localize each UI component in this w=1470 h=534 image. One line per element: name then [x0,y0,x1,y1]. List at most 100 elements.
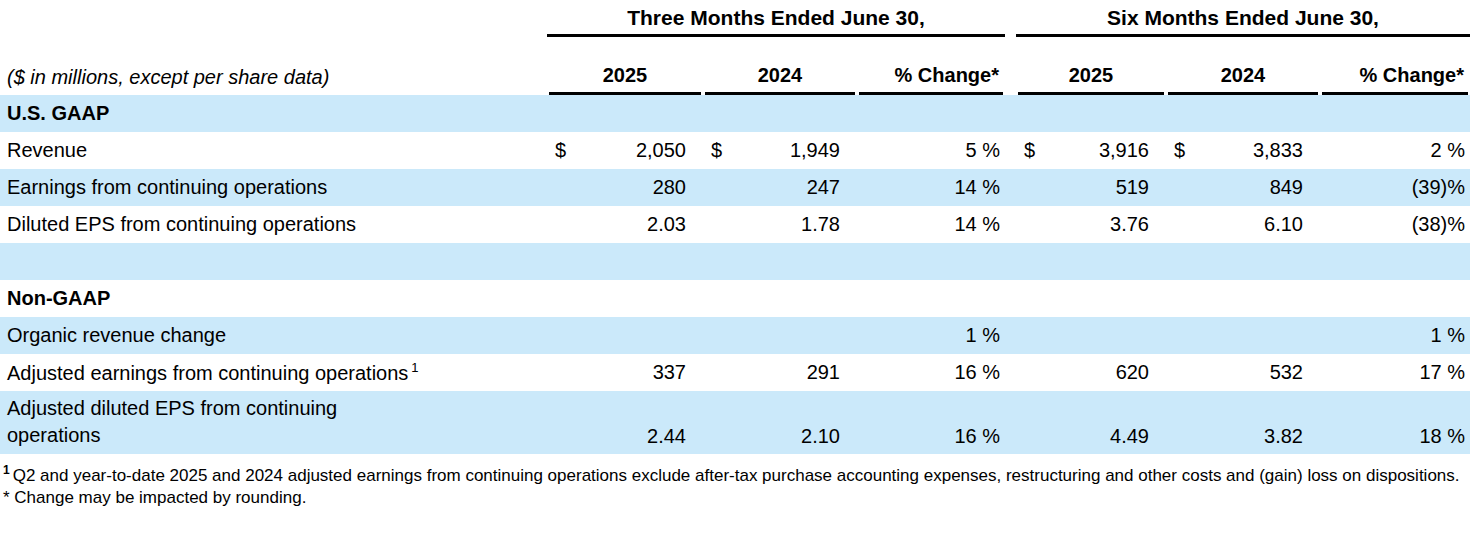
cell-3mo-change: 16 % [857,361,1005,384]
cell-6mo-2024: 849 [1166,176,1320,199]
value: 14 % [954,213,1000,236]
value: 1,949 [790,139,840,162]
value: 4.49 [1110,425,1149,448]
value: 1 % [1431,324,1465,347]
period-group-header-row: Three Months Ended June 30, Six Months E… [0,0,1470,37]
col-header-3mo-change: % Change* [859,57,1003,95]
row-label: Adjusted earnings from continuing operat… [0,360,547,385]
row-label: Adjusted diluted EPS from continuing ope… [0,395,547,448]
value: 18 % [1419,425,1465,448]
cell-6mo-2024: 532 [1166,361,1320,384]
cell-3mo-change: 1 % [857,324,1005,347]
value: 5 % [966,139,1000,162]
cell-3mo-2024: 2.10 [703,425,857,448]
value: 14 % [954,176,1000,199]
value: 280 [653,176,686,199]
footnote-marker: 1 [411,360,418,375]
cell-6mo-change: 18 % [1320,425,1470,448]
value: 2 % [1431,139,1465,162]
value: 2.10 [801,425,840,448]
row-label: Earnings from continuing operations [0,176,547,199]
value: 849 [1270,176,1303,199]
footnote-1-marker: 1 [3,463,10,477]
section-label: Non-GAAP [0,287,1470,310]
table-row-earnings: Earnings from continuing operations 280 … [0,169,1470,206]
cell-3mo-2025: 2.44 [547,425,703,448]
value: 337 [653,361,686,384]
footnotes: 1Q2 and year-to-date 2025 and 2024 adjus… [0,454,1470,508]
table-row-adjusted-diluted-eps: Adjusted diluted EPS from continuing ope… [0,391,1470,454]
value: 1.78 [801,213,840,236]
cell-3mo-2024: 1.78 [703,213,857,236]
cell-6mo-change: 17 % [1320,361,1470,384]
value: 532 [1270,361,1303,384]
cell-6mo-2025: 620 [1016,361,1166,384]
cell-3mo-2025: $2,050 [547,139,703,162]
cell-6mo-2025: 3.76 [1016,213,1166,236]
group-gap [1005,0,1016,37]
value: 3,916 [1099,139,1149,162]
footnote-asterisk: * Change may be impacted by rounding. [3,487,1466,508]
column-header-row: ($ in millions, except per share data) 2… [0,37,1470,95]
cell-6mo-2025: 519 [1016,176,1166,199]
cell-3mo-2025: 2.03 [547,213,703,236]
footnote-1: 1Q2 and year-to-date 2025 and 2024 adjus… [3,463,1466,486]
value: 16 % [954,425,1000,448]
financial-results-table: Three Months Ended June 30, Six Months E… [0,0,1470,508]
spacer-row [0,243,1470,280]
cell-6mo-2024: 6.10 [1166,213,1320,236]
six-months-group-header: Six Months Ended June 30, [1016,6,1470,37]
table-row-adjusted-earnings: Adjusted earnings from continuing operat… [0,354,1470,391]
dollar-sign: $ [711,139,722,162]
cell-6mo-change: 2 % [1320,139,1470,162]
cell-6mo-change: (38)% [1320,213,1470,236]
value: 17 % [1419,361,1465,384]
value: (39)% [1412,176,1465,199]
table-row-revenue: Revenue $2,050 $1,949 5 % $3,916 $3,833 … [0,132,1470,169]
cell-3mo-change: 16 % [857,425,1005,448]
value: 2,050 [636,139,686,162]
cell-3mo-2025: 337 [547,361,703,384]
col-header-6mo-change: % Change* [1322,57,1468,95]
value: 1 % [966,324,1000,347]
footnote-1-text: Q2 and year-to-date 2025 and 2024 adjust… [13,466,1460,485]
section-row-us-gaap: U.S. GAAP [0,95,1470,132]
table-row-diluted-eps: Diluted EPS from continuing operations 2… [0,206,1470,243]
row-label: Revenue [0,139,547,162]
value: 291 [807,361,840,384]
cell-3mo-change: 14 % [857,213,1005,236]
value: 3.82 [1264,425,1303,448]
cell-6mo-2025: $3,916 [1016,139,1166,162]
units-note: ($ in millions, except per share data) [0,66,547,95]
footnote-asterisk-text: * Change may be impacted by rounding. [3,488,306,507]
row-label: Organic revenue change [0,324,547,347]
value: 3.76 [1110,213,1149,236]
empty-corner-cell [0,0,547,37]
value: (38)% [1412,213,1465,236]
table-row-organic-revenue: Organic revenue change 1 % 1 % [0,317,1470,354]
three-months-group-header: Three Months Ended June 30, [547,6,1005,37]
dollar-sign: $ [1024,139,1035,162]
col-header-3mo-2024: 2024 [705,57,855,95]
section-row-non-gaap: Non-GAAP [0,280,1470,317]
col-header-6mo-2025: 2025 [1018,57,1164,95]
value: 6.10 [1264,213,1303,236]
cell-3mo-2024: 247 [703,176,857,199]
col-header-3mo-2025: 2025 [549,57,701,95]
value: 620 [1116,361,1149,384]
col-header-6mo-2024: 2024 [1168,57,1318,95]
cell-6mo-change: (39)% [1320,176,1470,199]
value: 2.44 [647,425,686,448]
section-label: U.S. GAAP [0,102,1470,125]
cell-6mo-2024: 3.82 [1166,425,1320,448]
cell-6mo-2024: $3,833 [1166,139,1320,162]
value: 519 [1116,176,1149,199]
value: 3,833 [1253,139,1303,162]
row-label: Diluted EPS from continuing operations [0,213,547,236]
value: 16 % [954,361,1000,384]
value: 2.03 [647,213,686,236]
cell-3mo-change: 14 % [857,176,1005,199]
cell-3mo-2025: 280 [547,176,703,199]
cell-3mo-2024: 291 [703,361,857,384]
cell-6mo-change: 1 % [1320,324,1470,347]
